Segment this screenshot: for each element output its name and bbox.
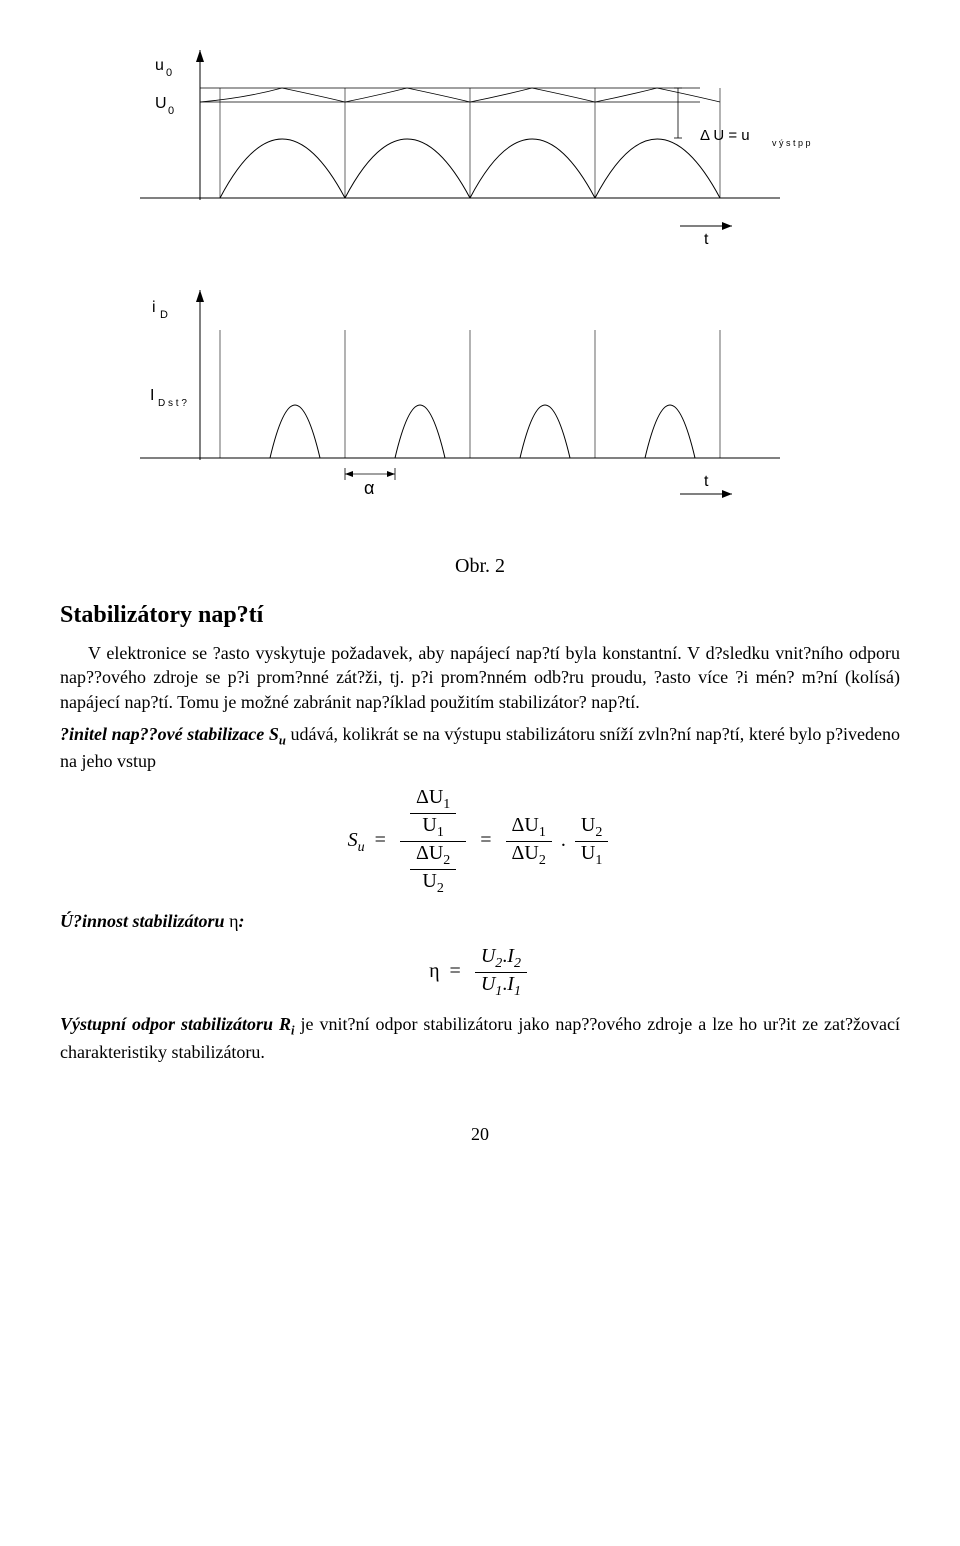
su-definition-sub: u xyxy=(279,733,286,747)
u2: U xyxy=(422,870,436,892)
paragraph-4: Výstupní odpor stabilizátoru Ri je vnit?… xyxy=(60,1012,900,1064)
u2b: U xyxy=(581,814,595,836)
section-title: Stabilizátory nap?tí xyxy=(60,602,900,629)
u1i1-i: I xyxy=(507,973,514,995)
paragraph-3: Ú?innost stabilizátoru η: xyxy=(60,909,900,933)
ri-lead: Výstupní odpor stabilizátoru R xyxy=(60,1014,291,1034)
label-U0-cap: U xyxy=(155,95,167,112)
eta-colon: : xyxy=(238,911,244,931)
eta-symbol: η xyxy=(429,960,439,982)
du1: ΔU xyxy=(416,786,443,808)
page-number: 20 xyxy=(60,1124,900,1145)
label-u0-sub: 0 xyxy=(166,67,172,79)
su-symbol-sub: u xyxy=(358,840,365,855)
u2i2-i: I xyxy=(507,945,514,967)
eq-sign-2: = xyxy=(480,829,491,851)
delta-u-annotation: Δ U = u xyxy=(700,127,750,144)
ri-sub: i xyxy=(291,1024,295,1038)
alpha-label: α xyxy=(364,478,374,498)
figure-2: u 0 U 0 Δ U = u v ý s t p p xyxy=(60,40,900,545)
label-IDst: I xyxy=(150,387,154,404)
label-U0-cap-sub: 0 xyxy=(168,105,174,117)
delta-u-annotation-sub: v ý s t p p xyxy=(772,138,811,148)
du2b: ΔU xyxy=(512,842,539,864)
u1b: U xyxy=(581,842,595,864)
formula-su: Su = ΔU1 U1 ΔU2 U2 = ΔU1 ΔU2 . U2 U1 xyxy=(60,786,900,897)
figure-caption: Obr. 2 xyxy=(60,555,900,578)
du1b: ΔU xyxy=(512,814,539,836)
u2i2-u: U xyxy=(481,945,495,967)
label-iD-sub: D xyxy=(160,309,168,321)
su-symbol: S xyxy=(348,829,358,851)
su-definition-lead: ?initel nap??ové stabilizace S xyxy=(60,724,279,744)
label-IDst-sub: D s t ? xyxy=(158,398,187,409)
u1i1-u: U xyxy=(481,973,495,995)
dot-1: . xyxy=(561,829,566,851)
label-u0: u xyxy=(155,57,164,74)
paragraph-2: ?initel nap??ové stabilizace Su udává, k… xyxy=(60,722,900,774)
label-iD: i xyxy=(152,299,156,316)
eta-lead: Ú?innost stabilizátoru xyxy=(60,911,229,931)
formula-eta: η = U2.I2 U1.I1 xyxy=(60,945,900,1000)
du2: ΔU xyxy=(416,842,443,864)
time-axis-label-bottom: t xyxy=(704,473,709,490)
u1: U xyxy=(422,814,436,836)
eq-sign: = xyxy=(375,829,386,851)
waveform-diagram: u 0 U 0 Δ U = u v ý s t p p xyxy=(60,40,820,540)
eq-sign-3: = xyxy=(450,960,461,982)
time-axis-label-top: t xyxy=(704,231,709,248)
paragraph-1: V elektronice se ?asto vyskytuje požadav… xyxy=(60,641,900,714)
